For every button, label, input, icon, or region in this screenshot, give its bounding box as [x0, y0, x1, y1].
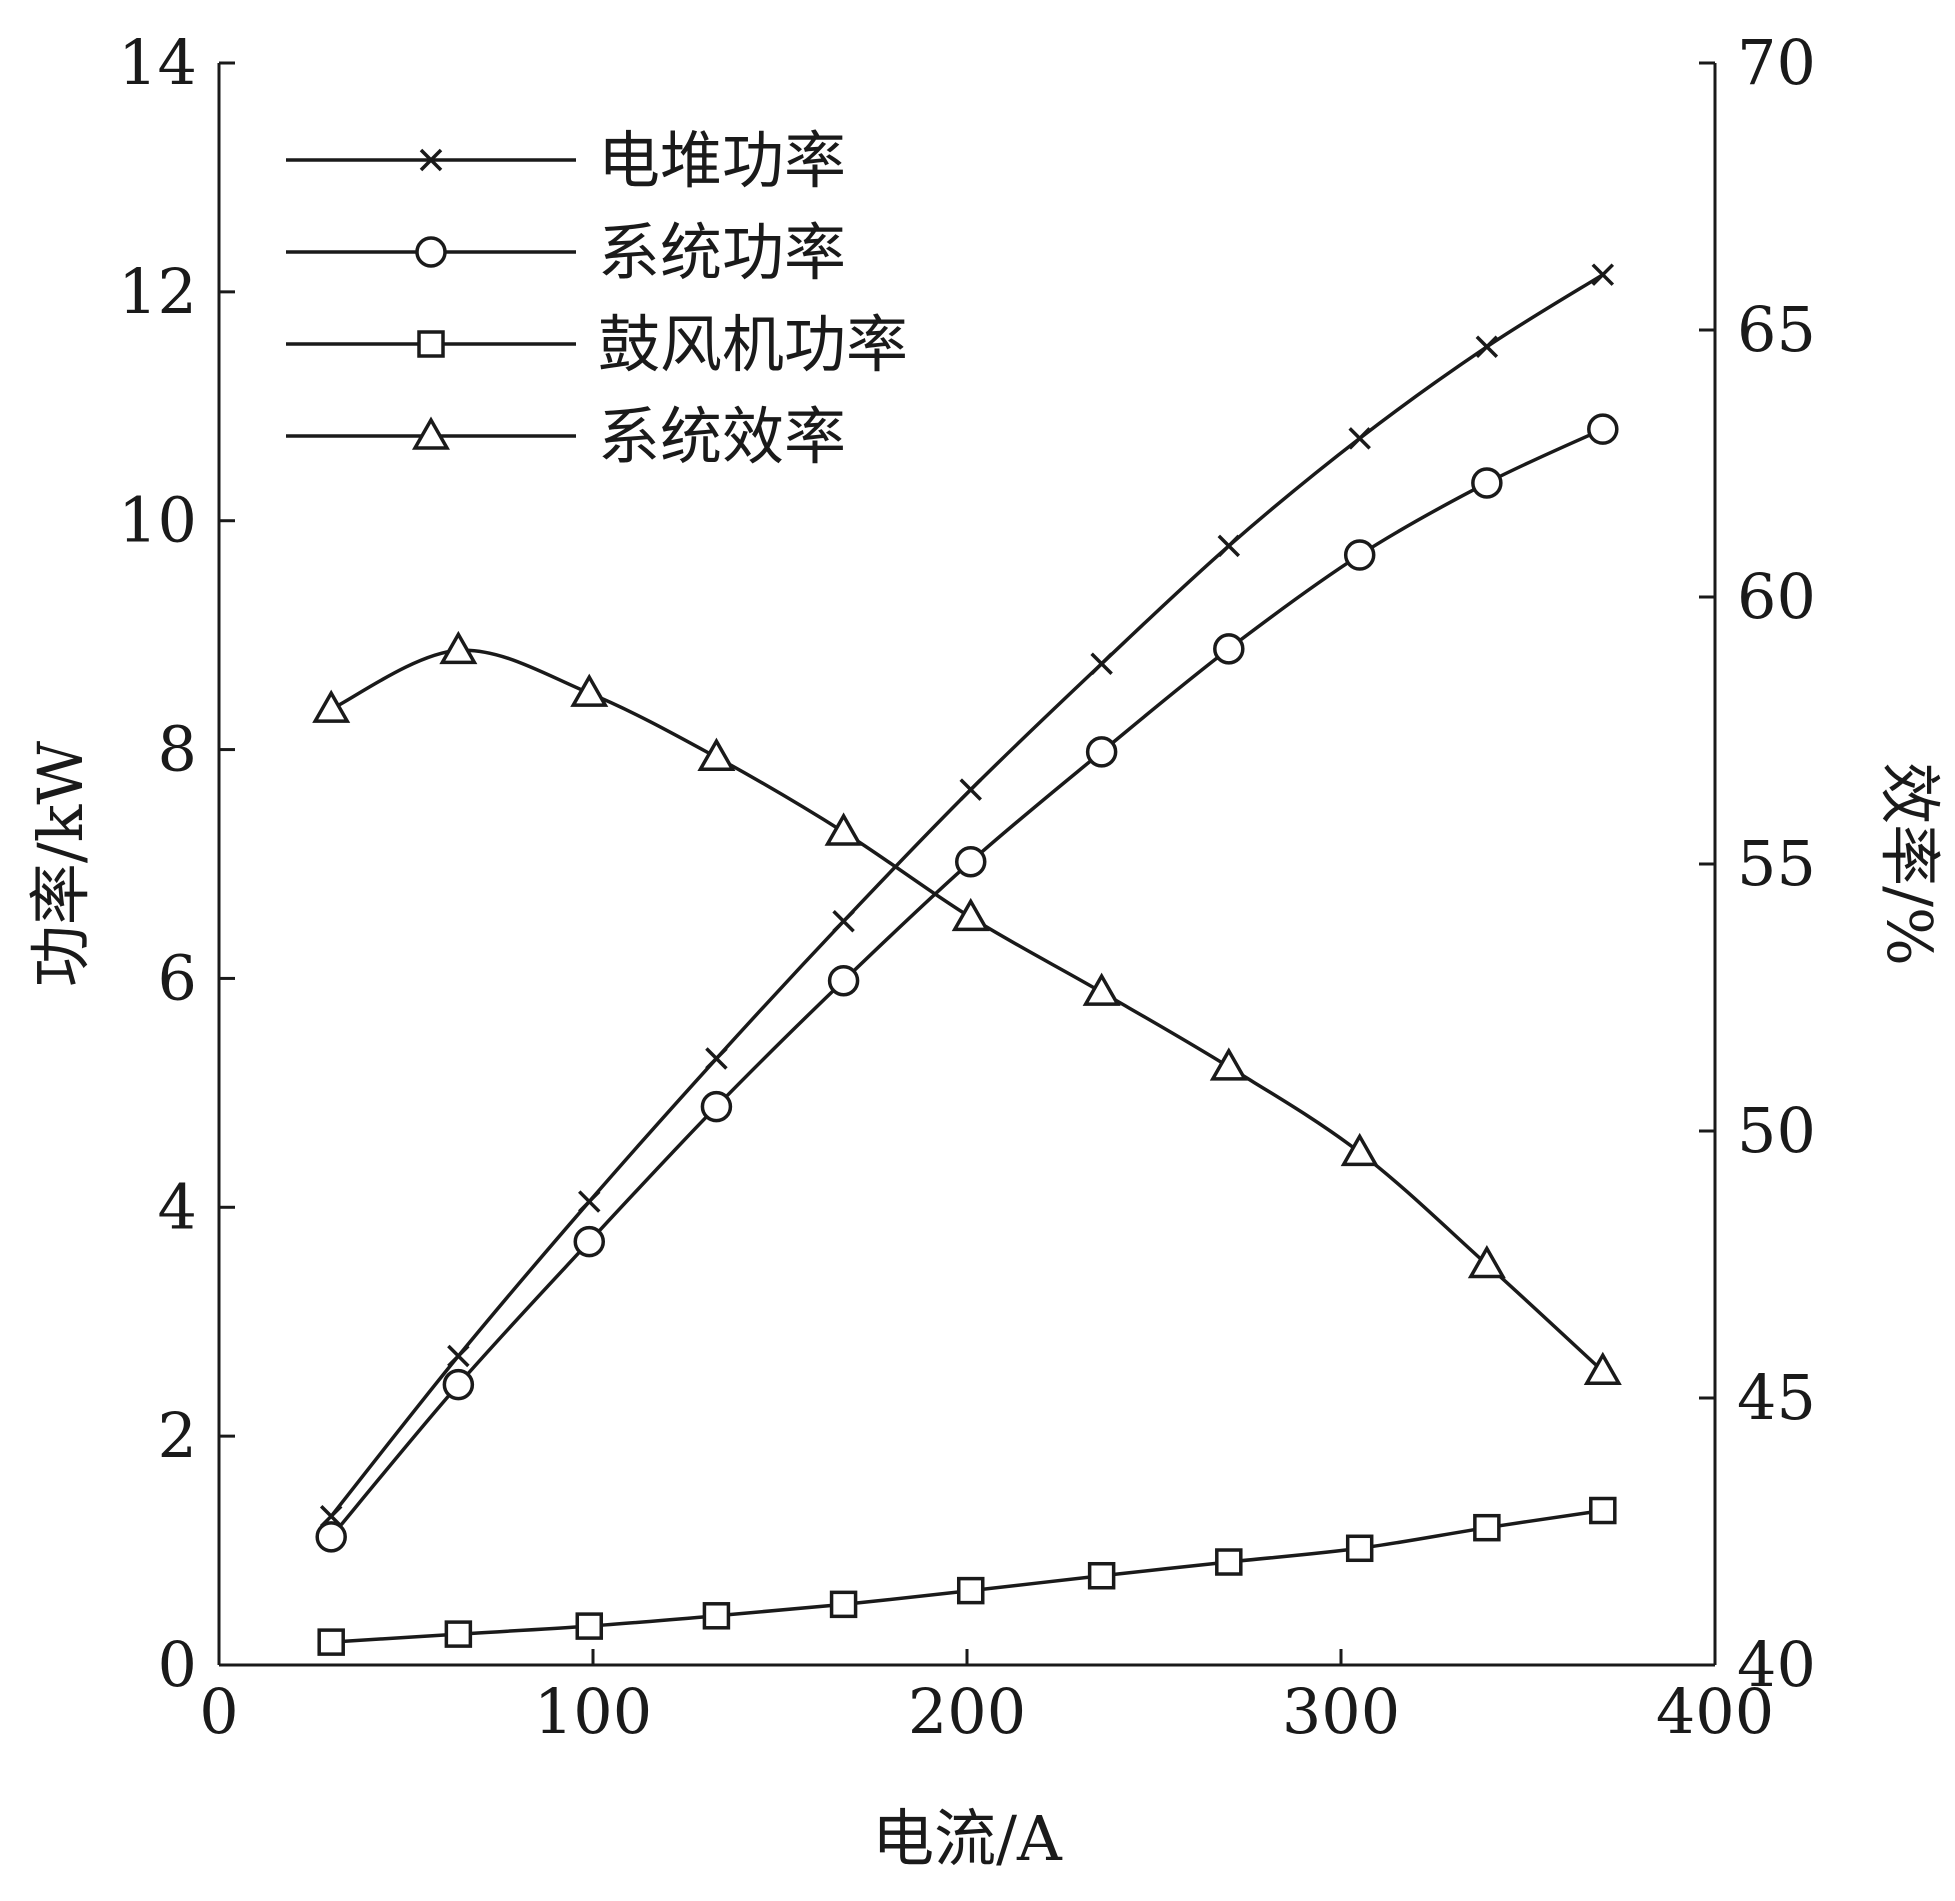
left-y-tick-label: 6 — [158, 941, 197, 1014]
data-point — [1345, 1534, 1374, 1563]
data-point — [442, 1368, 475, 1401]
data-point — [1082, 972, 1121, 1006]
data-point — [1215, 1548, 1243, 1576]
ticks: 0 100 200 300 400 0 2 4 6 8 10 12 14 40 45 50 55 60 65 70 — [118, 26, 1816, 1748]
data-point — [1583, 1351, 1622, 1386]
data-point — [959, 778, 982, 801]
right-y-tick-label: 40 — [1737, 1628, 1816, 1701]
data-point — [1591, 263, 1615, 286]
legend-marker — [417, 330, 445, 358]
legend-marker — [419, 148, 443, 172]
data-point — [832, 909, 855, 933]
data-point — [315, 1521, 347, 1553]
legend-label: 电堆功率 — [598, 124, 846, 197]
x-tick-label: 400 — [1656, 1675, 1774, 1748]
left-y-tick-label: 10 — [118, 484, 197, 557]
data-point — [1587, 413, 1619, 445]
left-y-tick-label: 2 — [158, 1399, 197, 1472]
data-point — [447, 1344, 470, 1368]
left-y-tick-label: 4 — [158, 1170, 197, 1243]
data-point — [1467, 1244, 1506, 1279]
left-y-tick-label: 12 — [118, 255, 197, 328]
data-point — [1090, 652, 1113, 675]
data-point — [444, 1620, 473, 1648]
legend-item: 系统效率 — [286, 400, 846, 473]
legend-marker — [415, 236, 447, 268]
series-3 — [312, 630, 1622, 1386]
left-y-tick-label: 0 — [158, 1628, 197, 1701]
x-tick-label: 100 — [534, 1675, 652, 1748]
left-y-axis-title: 功率/kW — [24, 741, 97, 987]
data-point — [317, 1628, 345, 1656]
legend-label: 系统效率 — [598, 400, 846, 473]
series-1 — [315, 413, 1619, 1553]
right-y-tick-label: 55 — [1737, 827, 1816, 900]
series-0 — [319, 263, 1615, 1528]
data-point — [705, 1047, 728, 1070]
data-point — [951, 897, 990, 932]
x-tick-label: 200 — [908, 1675, 1026, 1748]
data-point — [570, 673, 609, 707]
data-point — [1340, 1132, 1379, 1167]
legend-item: 鼓风机功率 — [286, 308, 908, 381]
legend-marker — [411, 416, 451, 450]
data-point — [1085, 736, 1118, 768]
series-line — [330, 648, 1604, 1373]
data-point — [1087, 1561, 1116, 1590]
data-point — [312, 689, 351, 723]
data-point — [1475, 335, 1499, 359]
right-y-tick-label: 65 — [1737, 293, 1816, 366]
series-line — [329, 273, 1604, 1518]
right-y-axis-title: 效率/% — [1873, 762, 1946, 966]
data-point — [1471, 467, 1503, 499]
data-point — [954, 845, 987, 878]
data-point — [697, 737, 736, 771]
legend-label: 系统功率 — [598, 216, 846, 289]
data-point — [1348, 427, 1371, 450]
right-y-tick-label: 70 — [1737, 26, 1816, 99]
data-point — [1213, 633, 1245, 665]
data-point — [1217, 534, 1241, 558]
data-point — [827, 964, 860, 997]
data-point — [578, 1190, 601, 1213]
right-y-tick-label: 60 — [1737, 560, 1816, 633]
x-tick-label: 300 — [1282, 1675, 1400, 1748]
left-y-tick-label: 8 — [158, 713, 197, 786]
data-point — [575, 1612, 604, 1640]
data-point — [439, 630, 478, 665]
data-point — [824, 812, 863, 846]
data-point — [700, 1090, 733, 1123]
right-y-tick-label: 45 — [1737, 1361, 1816, 1434]
data-point — [1473, 1513, 1501, 1542]
data-point — [956, 1576, 985, 1605]
series-line — [329, 427, 1604, 1538]
legend-label: 鼓风机功率 — [598, 308, 908, 381]
series-layer — [312, 263, 1622, 1656]
x-tick-label: 0 — [199, 1675, 238, 1748]
series-line — [331, 1508, 1604, 1644]
data-point — [1589, 1496, 1617, 1525]
data-point — [1209, 1047, 1248, 1081]
data-point — [829, 1590, 858, 1619]
x-axis-title: 电流/A — [872, 1802, 1063, 1875]
data-point — [573, 1225, 606, 1258]
right-y-tick-label: 50 — [1737, 1094, 1816, 1167]
data-point — [702, 1602, 731, 1630]
data-point — [1343, 539, 1376, 571]
legend-item: 电堆功率 — [286, 124, 846, 197]
left-y-tick-label: 14 — [118, 26, 197, 99]
series-2 — [317, 1496, 1617, 1656]
legend-item: 系统功率 — [286, 216, 846, 289]
